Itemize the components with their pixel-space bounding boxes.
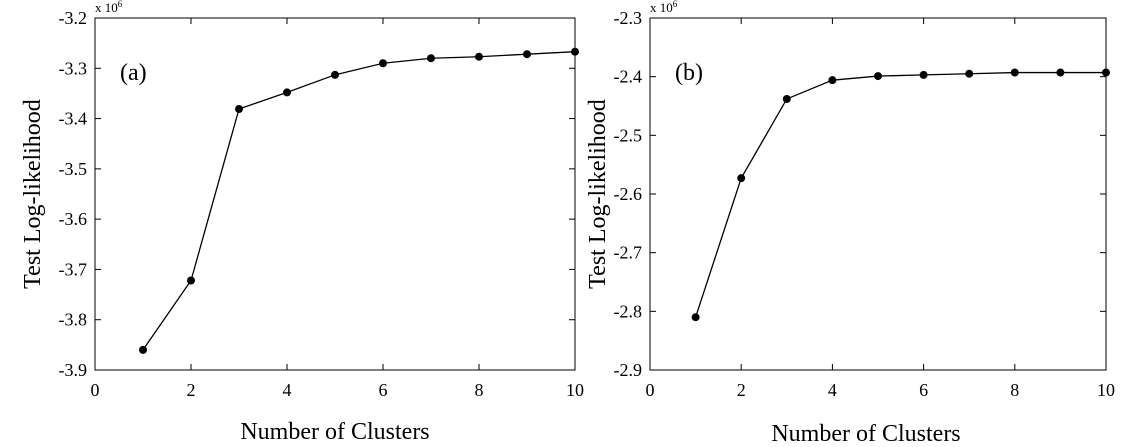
y-axis-label: Test Log-likelihood bbox=[585, 99, 611, 289]
data-point bbox=[187, 276, 195, 285]
data-point bbox=[782, 94, 791, 103]
y-tick-label: -2.5 bbox=[614, 125, 643, 145]
data-point bbox=[1056, 68, 1065, 77]
x-tick-label: 6 bbox=[919, 380, 928, 400]
data-point bbox=[691, 313, 700, 322]
axis-ticks: 0 2 4 6 8 10 -2.9 -2.8 -2.7 -2.6 -2.5 -2.4 -2.3 bbox=[614, 8, 1116, 400]
y-tick-label: -2.9 bbox=[614, 360, 643, 380]
y-tick-label: -3.5 bbox=[59, 159, 88, 179]
y-tick-label: -2.3 bbox=[614, 8, 643, 28]
axis-ticks: 0 2 4 6 8 10 -3.9 -3.8 -3.7 -3.6 -3.5 -3.4 -3.3 -3.2 bbox=[59, 8, 585, 400]
x-axis-label: Number of Clusters bbox=[240, 419, 429, 445]
y-scale-factor: x 106 bbox=[650, 0, 678, 15]
data-point bbox=[331, 70, 339, 79]
panel-label: (b) bbox=[675, 60, 703, 86]
y-scale-factor: x 106 bbox=[95, 0, 123, 15]
y-tick-label: -3.3 bbox=[59, 58, 88, 78]
data-point bbox=[874, 72, 882, 81]
x-tick-label: 2 bbox=[187, 380, 196, 400]
panel-b: (b) x 106 Number of Clusters Test Log-li… bbox=[585, 0, 1115, 447]
data-point bbox=[919, 70, 928, 79]
data-point bbox=[379, 59, 387, 68]
x-tick-label: 8 bbox=[475, 380, 484, 400]
x-axis-label: Number of Clusters bbox=[771, 421, 960, 447]
data-point bbox=[1010, 68, 1019, 77]
plot-frame bbox=[94, 17, 576, 371]
panel-a: (a) x 106 Number of Clusters Test Log-li… bbox=[20, 0, 584, 445]
data-point bbox=[475, 52, 483, 61]
x-tick-label: 8 bbox=[1010, 380, 1019, 400]
data-point bbox=[235, 105, 243, 114]
y-tick-label: -2.4 bbox=[614, 67, 643, 87]
data-point bbox=[828, 76, 837, 85]
data-point bbox=[571, 47, 579, 56]
data-point bbox=[523, 50, 531, 59]
data-point bbox=[283, 88, 291, 97]
data-point bbox=[965, 69, 974, 78]
x-tick-label: 4 bbox=[283, 380, 292, 400]
data-point bbox=[427, 54, 435, 63]
plot-frame bbox=[649, 17, 1107, 371]
x-tick-label: 6 bbox=[379, 380, 388, 400]
y-tick-label: -2.7 bbox=[614, 243, 643, 263]
y-tick-label: -3.8 bbox=[59, 310, 88, 330]
y-axis-label: Test Log-likelihood bbox=[20, 99, 46, 289]
y-tick-label: -3.6 bbox=[59, 209, 88, 229]
x-tick-label: 10 bbox=[566, 380, 584, 400]
x-tick-label: 2 bbox=[737, 380, 746, 400]
data-point bbox=[139, 345, 147, 354]
y-scale-base: x 10 bbox=[650, 0, 673, 15]
data-point bbox=[1102, 68, 1110, 77]
y-scale-base: x 10 bbox=[95, 0, 118, 15]
y-tick-label: -3.7 bbox=[59, 259, 88, 279]
y-scale-exponent: 6 bbox=[673, 0, 678, 9]
y-scale-exponent: 6 bbox=[118, 0, 123, 9]
series-line bbox=[694, 71, 1106, 318]
data-marks bbox=[139, 47, 579, 354]
panel-label: (a) bbox=[120, 60, 147, 86]
x-tick-label: 0 bbox=[646, 380, 655, 400]
data-marks bbox=[691, 68, 1110, 322]
data-point bbox=[737, 174, 746, 183]
y-tick-label: -2.6 bbox=[614, 184, 643, 204]
x-tick-label: 10 bbox=[1097, 380, 1115, 400]
x-tick-label: 4 bbox=[828, 380, 837, 400]
series-line bbox=[142, 51, 576, 351]
y-tick-label: -3.9 bbox=[59, 360, 88, 380]
y-tick-label: -3.2 bbox=[59, 8, 88, 28]
x-tick-label: 0 bbox=[91, 380, 100, 400]
y-tick-label: -3.4 bbox=[59, 109, 88, 129]
y-tick-label: -2.8 bbox=[614, 301, 643, 321]
